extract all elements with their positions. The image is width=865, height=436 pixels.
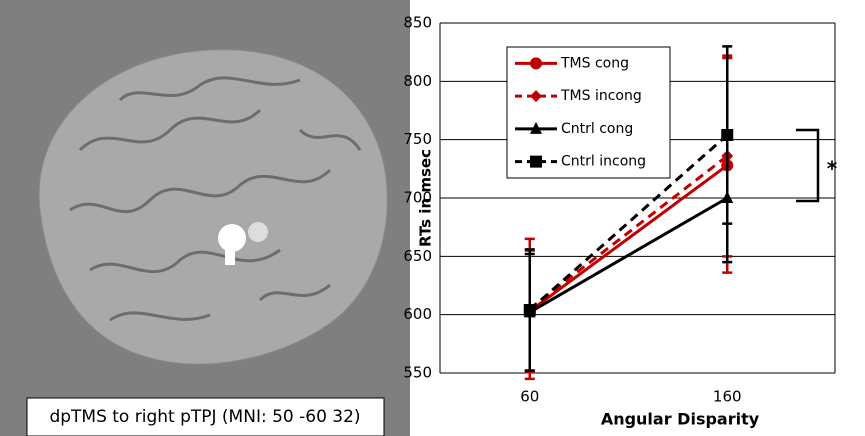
- series-line: [528, 154, 729, 311]
- y-tick-label: 800: [403, 72, 432, 90]
- legend-marker: [530, 90, 542, 103]
- brain-image: dpTMS to right pTPJ (MNI: 50 -60 32): [0, 0, 410, 436]
- y-axis-title: RTs in msec: [417, 149, 435, 247]
- x-tick-label: 60: [520, 388, 539, 406]
- marker: [721, 129, 734, 141]
- image-caption: dpTMS to right pTPJ (MNI: 50 -60 32): [49, 407, 360, 427]
- y-tick-label: 550: [403, 364, 432, 382]
- y-tick-label: 850: [403, 14, 432, 32]
- y-tick-label: 750: [403, 130, 432, 148]
- marker: [523, 304, 536, 316]
- series-line: [528, 196, 729, 314]
- y-tick-label: 700: [403, 189, 432, 207]
- legend-label: TMS incong: [560, 88, 642, 104]
- legend-marker: [530, 155, 542, 168]
- y-tick-label: 650: [403, 247, 432, 265]
- legend-label: Cntrl cong: [561, 121, 633, 137]
- x-axis-title: Angular Disparity: [601, 410, 760, 429]
- series-line: [528, 164, 729, 313]
- y-tick-label: 600: [403, 305, 432, 323]
- series: [523, 45, 734, 372]
- legend-label: TMS cong: [560, 55, 629, 71]
- significance-bracket: [796, 128, 820, 203]
- annotation: *: [827, 157, 838, 181]
- legend-marker: [530, 57, 542, 70]
- legend-label: Cntrl incong: [561, 154, 646, 170]
- legend-marker: [530, 121, 542, 134]
- x-tick-label: 160: [713, 388, 742, 406]
